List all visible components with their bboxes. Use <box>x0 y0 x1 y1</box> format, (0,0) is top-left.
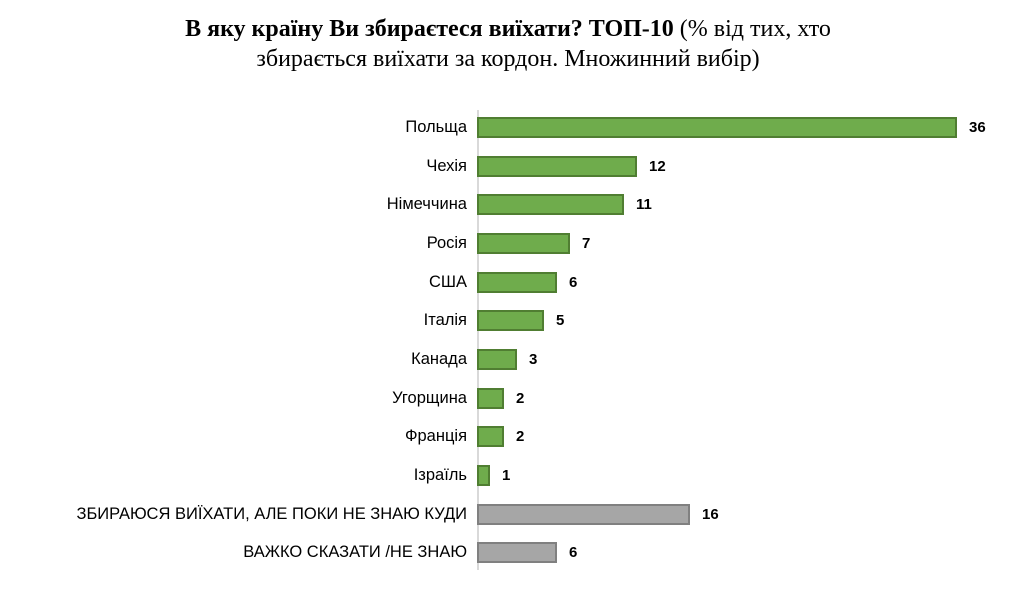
value-label: 2 <box>516 389 525 407</box>
plot-area: Польща 36 Чехія 12 Німеччина 11 Росія 7 США 6 Італ… <box>0 108 1016 572</box>
bar-row: Ізраїль 1 <box>0 456 1016 495</box>
bar-row: Угорщина 2 <box>0 379 1016 418</box>
bar-row: Італія 5 <box>0 301 1016 340</box>
value-label: 36 <box>969 118 986 136</box>
bar-row: Німеччина 11 <box>0 185 1016 224</box>
other-bar <box>477 503 690 525</box>
bar-row: ЗБИРАЮСЯ ВИЇХАТИ, АЛЕ ПОКИ НЕ ЗНАЮ КУДИ 1… <box>0 495 1016 534</box>
bar-row: Польща 36 <box>0 108 1016 147</box>
bar-row: Канада 3 <box>0 340 1016 379</box>
category-label: Італія <box>423 311 467 330</box>
chart-rows: Польща 36 Чехія 12 Німеччина 11 Росія 7 США 6 Італ… <box>0 108 1016 572</box>
value-label: 7 <box>582 234 591 252</box>
bar-row: Франція 2 <box>0 418 1016 457</box>
category-label: Угорщина <box>392 388 467 407</box>
category-label: Росія <box>426 233 467 252</box>
other-bar <box>477 542 557 564</box>
chart-title-subtitle-part2: збирається виїхати за кордон. Множинний … <box>256 46 760 72</box>
bar-row: Росія 7 <box>0 224 1016 263</box>
value-label: 2 <box>516 428 525 446</box>
bar-row: Чехія 12 <box>0 147 1016 186</box>
chart-title: В яку країну Ви збираєтеся виїхати? ТОП-… <box>0 0 1016 74</box>
value-label: 16 <box>702 505 719 523</box>
country-bar <box>477 465 490 487</box>
country-bar <box>477 155 637 177</box>
country-bar <box>477 387 504 409</box>
country-bar <box>477 194 624 216</box>
country-bar <box>477 271 557 293</box>
bar-row: ВАЖКО СКАЗАТИ /НЕ ЗНАЮ 6 <box>0 534 1016 573</box>
country-bar <box>477 310 544 332</box>
value-label: 6 <box>569 273 578 291</box>
chart-title-subtitle-part1: (% від тих, хто <box>673 16 831 42</box>
category-label: Франція <box>404 427 467 446</box>
value-label: 6 <box>569 544 578 562</box>
category-label: Ізраїль <box>413 466 467 485</box>
country-bar <box>477 116 957 138</box>
country-bar <box>477 426 504 448</box>
category-label: США <box>428 272 467 291</box>
axis-baseline <box>477 110 479 571</box>
category-label: Польща <box>405 117 467 136</box>
category-label: ЗБИРАЮСЯ ВИЇХАТИ, АЛЕ ПОКИ НЕ ЗНАЮ КУДИ <box>76 504 468 523</box>
value-label: 1 <box>502 467 511 485</box>
chart-title-main: В яку країну Ви збираєтеся виїхати? ТОП-… <box>185 16 674 42</box>
country-bar <box>477 232 570 254</box>
value-label: 5 <box>556 312 565 330</box>
category-label: Чехія <box>426 156 467 175</box>
category-label: Німеччина <box>386 195 467 214</box>
value-label: 3 <box>529 350 538 368</box>
category-label: ВАЖКО СКАЗАТИ /НЕ ЗНАЮ <box>243 543 467 562</box>
country-bar <box>477 348 517 370</box>
value-label: 12 <box>649 157 666 175</box>
bar-row: США 6 <box>0 263 1016 302</box>
value-label: 11 <box>636 196 652 214</box>
category-label: Канада <box>411 349 467 368</box>
